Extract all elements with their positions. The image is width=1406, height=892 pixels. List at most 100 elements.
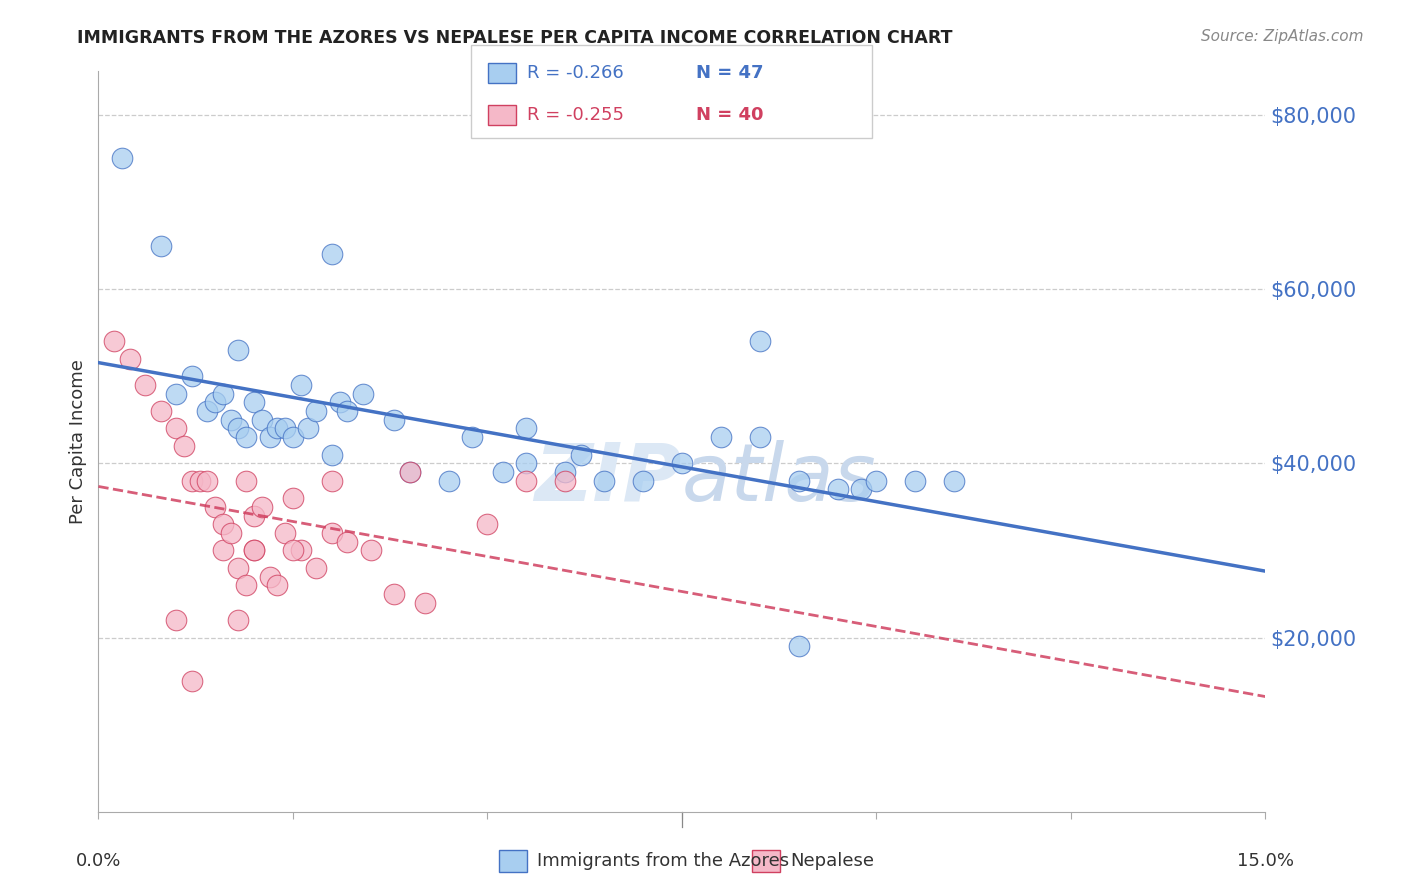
Point xyxy=(219,526,242,541)
Text: atlas: atlas xyxy=(682,440,877,517)
Text: Nepalese: Nepalese xyxy=(790,852,875,871)
Point xyxy=(382,413,405,427)
Point xyxy=(228,561,250,575)
Point xyxy=(243,543,266,558)
Point xyxy=(212,543,235,558)
Point xyxy=(228,343,250,357)
Point xyxy=(631,474,654,488)
Point xyxy=(398,465,420,479)
Point xyxy=(118,351,141,366)
Point xyxy=(477,517,499,532)
Point xyxy=(865,474,887,488)
Point xyxy=(671,456,693,470)
Point xyxy=(554,474,576,488)
Text: N = 40: N = 40 xyxy=(696,106,763,124)
Point xyxy=(748,334,770,349)
Point xyxy=(305,561,328,575)
Point xyxy=(212,386,235,401)
Point xyxy=(180,369,202,384)
Point xyxy=(103,334,125,349)
Text: ZIP: ZIP xyxy=(534,440,682,517)
Point xyxy=(165,386,187,401)
Point xyxy=(461,430,484,444)
Text: IMMIGRANTS FROM THE AZORES VS NEPALESE PER CAPITA INCOME CORRELATION CHART: IMMIGRANTS FROM THE AZORES VS NEPALESE P… xyxy=(77,29,953,46)
Point xyxy=(321,448,343,462)
Text: 0.0%: 0.0% xyxy=(76,853,121,871)
Point xyxy=(266,421,288,435)
Text: 15.0%: 15.0% xyxy=(1237,853,1294,871)
Text: R = -0.266: R = -0.266 xyxy=(527,64,624,82)
Point xyxy=(111,152,134,166)
Point xyxy=(266,578,288,592)
Point xyxy=(195,474,218,488)
Point xyxy=(180,474,202,488)
Point xyxy=(290,378,312,392)
Point xyxy=(710,430,733,444)
Point xyxy=(515,421,537,435)
Point xyxy=(492,465,515,479)
Point xyxy=(219,413,242,427)
Point xyxy=(515,456,537,470)
Text: N = 47: N = 47 xyxy=(696,64,763,82)
Point xyxy=(274,526,297,541)
Point xyxy=(259,569,281,583)
Point xyxy=(243,508,266,523)
Text: Immigrants from the Azores: Immigrants from the Azores xyxy=(537,852,789,871)
Point xyxy=(904,474,927,488)
Point xyxy=(336,534,359,549)
Point xyxy=(149,238,172,252)
Point xyxy=(134,378,156,392)
Point xyxy=(250,413,273,427)
Point xyxy=(827,483,849,497)
Point xyxy=(250,500,273,514)
Point xyxy=(305,404,328,418)
Point xyxy=(849,483,872,497)
Point xyxy=(593,474,616,488)
Point xyxy=(235,430,257,444)
Point xyxy=(180,674,202,689)
Point xyxy=(281,543,304,558)
Point xyxy=(290,543,312,558)
Point xyxy=(748,430,770,444)
Point xyxy=(515,474,537,488)
Point xyxy=(228,421,250,435)
Point xyxy=(165,613,187,627)
Point xyxy=(235,474,257,488)
Point xyxy=(554,465,576,479)
Point xyxy=(360,543,382,558)
Point xyxy=(149,404,172,418)
Point xyxy=(204,500,226,514)
Point xyxy=(259,430,281,444)
Point xyxy=(195,404,218,418)
Point xyxy=(321,526,343,541)
Point xyxy=(281,491,304,505)
Point xyxy=(321,247,343,261)
Point xyxy=(398,465,420,479)
Point xyxy=(352,386,374,401)
Point xyxy=(243,543,266,558)
Point xyxy=(204,395,226,409)
Point xyxy=(243,395,266,409)
Point xyxy=(382,587,405,601)
Point xyxy=(165,421,187,435)
Point xyxy=(274,421,297,435)
Point xyxy=(281,430,304,444)
Text: Source: ZipAtlas.com: Source: ZipAtlas.com xyxy=(1201,29,1364,44)
Point xyxy=(413,596,436,610)
Point xyxy=(173,439,195,453)
Point xyxy=(212,517,235,532)
Point xyxy=(336,404,359,418)
Point xyxy=(787,474,810,488)
Point xyxy=(329,395,352,409)
Point xyxy=(297,421,319,435)
Point xyxy=(228,613,250,627)
Y-axis label: Per Capita Income: Per Capita Income xyxy=(69,359,87,524)
Point xyxy=(321,474,343,488)
Point xyxy=(569,448,592,462)
Point xyxy=(188,474,211,488)
Point xyxy=(437,474,460,488)
Point xyxy=(787,639,810,653)
Point xyxy=(943,474,966,488)
Text: R = -0.255: R = -0.255 xyxy=(527,106,624,124)
Point xyxy=(235,578,257,592)
